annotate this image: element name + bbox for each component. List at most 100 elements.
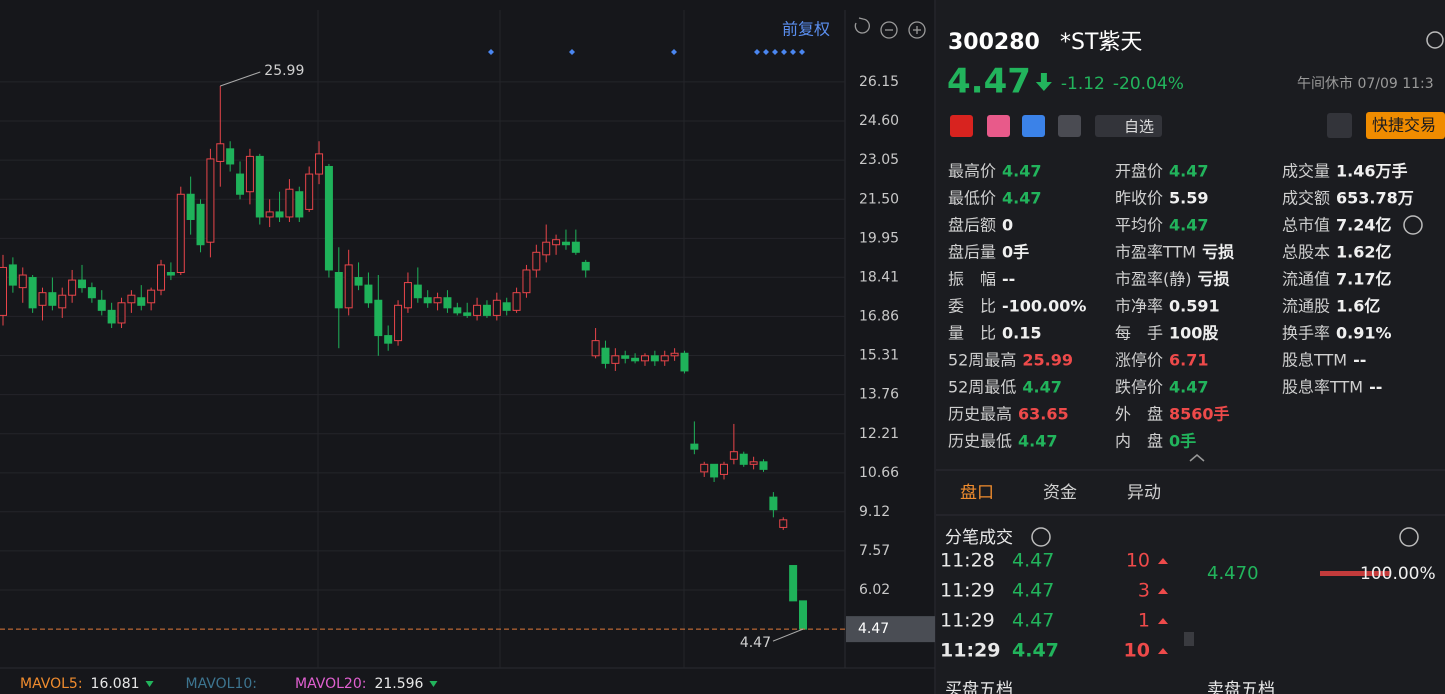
candle-body bbox=[571, 241, 580, 253]
candle-body bbox=[433, 297, 442, 304]
candle-body bbox=[611, 355, 620, 364]
candle-body bbox=[719, 463, 728, 475]
candle-body bbox=[463, 312, 472, 316]
candle-body bbox=[48, 292, 57, 306]
candle-body bbox=[759, 461, 768, 470]
last-label: 4.47 bbox=[740, 635, 771, 651]
candle-body bbox=[334, 271, 343, 309]
stat-value: 0.591 bbox=[1169, 297, 1220, 316]
candle-body bbox=[522, 269, 531, 294]
stat-value: 4.47 bbox=[1169, 216, 1208, 235]
stat-label: 52周最高 bbox=[948, 351, 1016, 370]
candle-body bbox=[354, 277, 363, 286]
y-tick-label: 18.41 bbox=[859, 269, 899, 285]
candle-body bbox=[384, 335, 393, 344]
collapse-icon[interactable] bbox=[1189, 454, 1205, 462]
stat-label: 市盈率TTM bbox=[1115, 243, 1196, 262]
candle-body bbox=[295, 191, 304, 218]
stat-label: 外 盘 bbox=[1115, 405, 1163, 424]
candle-body bbox=[324, 165, 333, 271]
candle-body bbox=[58, 294, 67, 309]
info-icon[interactable] bbox=[1031, 527, 1051, 547]
tab[interactable]: 资金 bbox=[1043, 483, 1077, 503]
candle-body bbox=[68, 279, 77, 296]
tick-price: 4.47 bbox=[1012, 550, 1054, 572]
change: -1.12 bbox=[1061, 74, 1105, 94]
mavol-name: MAVOL10: bbox=[186, 676, 257, 692]
candle-body bbox=[18, 274, 27, 289]
y-tick-label: 23.05 bbox=[859, 152, 899, 168]
candle-body bbox=[680, 352, 689, 372]
candle-body bbox=[97, 299, 106, 311]
stat-value: 8560手 bbox=[1169, 405, 1230, 424]
book-price: 4.470 bbox=[1207, 563, 1259, 584]
stat-value: -- bbox=[1353, 351, 1366, 370]
candle-body bbox=[315, 153, 324, 175]
change-pct: -20.04% bbox=[1113, 74, 1184, 94]
price: 4.47 bbox=[947, 62, 1031, 102]
stat-value: 100股 bbox=[1169, 324, 1219, 343]
candle-body bbox=[0, 266, 7, 316]
stat-value: 4.47 bbox=[1002, 189, 1041, 208]
trade-button[interactable]: 快捷交易 bbox=[1372, 116, 1436, 135]
stat-label: 委 比 bbox=[948, 297, 996, 316]
candle-body bbox=[749, 461, 758, 465]
candle-body bbox=[502, 302, 511, 311]
adjust-toggle[interactable]: 前复权 bbox=[782, 20, 830, 39]
tick-price: 4.47 bbox=[1012, 640, 1059, 662]
candle-body bbox=[561, 241, 570, 246]
stat-value: 63.65 bbox=[1018, 405, 1069, 424]
candle-body bbox=[779, 519, 788, 528]
y-tick-label: 24.60 bbox=[859, 113, 899, 129]
mavol-value: 16.081 bbox=[91, 676, 140, 692]
watch-button[interactable]: 自选 bbox=[1124, 118, 1154, 136]
stat-value: 7.17亿 bbox=[1336, 270, 1391, 289]
stat-label: 最高价 bbox=[948, 162, 996, 181]
stat-label: 振 幅 bbox=[948, 270, 996, 289]
stat-label: 量 比 bbox=[948, 324, 996, 343]
stat-label: 流通值 bbox=[1282, 270, 1330, 289]
y-tick-label: 21.50 bbox=[859, 191, 899, 207]
tick-volume: 10 bbox=[1126, 550, 1150, 572]
candle-body bbox=[196, 203, 205, 246]
tab[interactable]: 盘口 bbox=[960, 483, 994, 503]
tick-arrow bbox=[1158, 588, 1168, 594]
candle-body bbox=[453, 307, 462, 314]
candle-body bbox=[107, 309, 116, 324]
book-buy: 买盘五档 bbox=[945, 680, 1013, 694]
high-label: 25.99 bbox=[264, 63, 304, 79]
stat-value: 亏损 bbox=[1202, 243, 1234, 262]
chart-tools[interactable] bbox=[854, 17, 926, 39]
stat-label: 市盈率(静) bbox=[1115, 270, 1192, 289]
icon-row[interactable] bbox=[950, 112, 1445, 139]
stat-value: 0手 bbox=[1169, 432, 1196, 451]
candle-body bbox=[799, 600, 807, 630]
stat-value: 亏损 bbox=[1198, 270, 1230, 289]
stat-value: -100.00% bbox=[1002, 297, 1086, 316]
event-markers[interactable] bbox=[488, 49, 805, 55]
tick-time: 11:29 bbox=[940, 580, 995, 602]
stat-label: 平均价 bbox=[1115, 216, 1163, 235]
candle-body bbox=[710, 463, 719, 478]
stat-value: 0.91% bbox=[1336, 324, 1392, 343]
stat-value: 5.59 bbox=[1169, 189, 1208, 208]
candle-body bbox=[147, 289, 156, 304]
market-status: 午间休市 07/09 11:3 bbox=[1297, 75, 1434, 92]
candle-body bbox=[236, 173, 245, 195]
y-tick-label: 26.15 bbox=[859, 74, 899, 90]
candle-body bbox=[8, 264, 17, 286]
candle-body bbox=[394, 304, 403, 342]
candle-body bbox=[660, 355, 669, 362]
stat-value: -- bbox=[1002, 270, 1015, 289]
stat-value: 653.78万 bbox=[1336, 189, 1414, 208]
candle-body bbox=[581, 261, 590, 271]
candle-body bbox=[265, 211, 274, 218]
tab[interactable]: 异动 bbox=[1127, 483, 1161, 503]
book-curtain bbox=[936, 520, 1186, 552]
tick-volume: 10 bbox=[1124, 640, 1150, 662]
tick-time: 11:29 bbox=[940, 610, 995, 632]
stat-value: 4.47 bbox=[1169, 162, 1208, 181]
candle-body bbox=[403, 282, 412, 309]
candle-body bbox=[285, 188, 294, 218]
